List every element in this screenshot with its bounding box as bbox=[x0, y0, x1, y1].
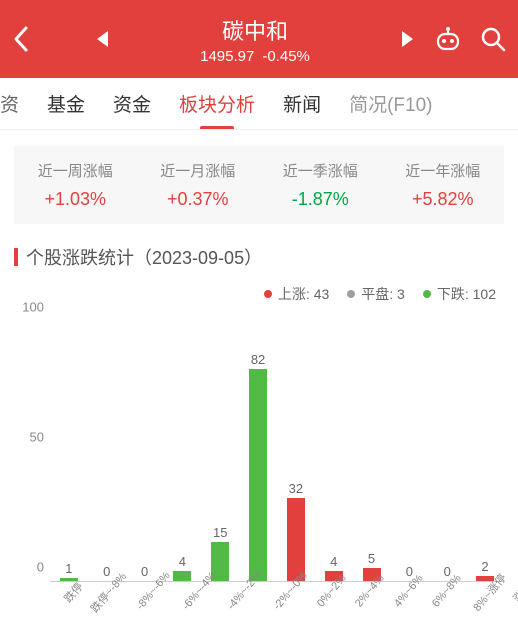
y-tick: 50 bbox=[30, 430, 44, 445]
legend-text: 平盘: 3 bbox=[361, 284, 405, 304]
y-tick: 0 bbox=[37, 560, 44, 575]
tab-板块分析[interactable]: 板块分析 bbox=[165, 78, 269, 130]
bar-slot: 4 bbox=[315, 322, 353, 581]
period-stat: 近一周涨幅 +1.03% bbox=[14, 160, 137, 210]
stat-label: 近一月涨幅 bbox=[160, 160, 235, 181]
bars-container: 100415823245002 bbox=[50, 322, 504, 581]
stat-label: 近一周涨幅 bbox=[38, 160, 113, 181]
legend-dot-icon bbox=[264, 290, 272, 298]
stat-label: 近一年涨幅 bbox=[405, 160, 480, 181]
bar-slot: 32 bbox=[277, 322, 315, 581]
tab-资[interactable]: 资 bbox=[0, 78, 33, 130]
stock-change: -0.45% bbox=[262, 48, 310, 65]
bar-value-label: 4 bbox=[179, 554, 186, 569]
robot-icon[interactable] bbox=[434, 26, 462, 52]
next-icon[interactable] bbox=[400, 29, 416, 49]
tab-资金[interactable]: 资金 bbox=[99, 78, 165, 130]
legend-up: 上涨: 43 bbox=[264, 284, 329, 304]
period-stat: 近一年涨幅 +5.82% bbox=[382, 160, 505, 210]
legend-dot-icon bbox=[423, 290, 431, 298]
stat-value: +1.03% bbox=[44, 189, 106, 210]
chart-legend: 上涨: 43 平盘: 3 下跌: 102 bbox=[0, 278, 518, 308]
stat-label: 近一季涨幅 bbox=[283, 160, 358, 181]
stock-distribution-chart: 050100 100415823245002 跌停跌停~-8%-8%~-6%-6… bbox=[14, 312, 504, 642]
bar-slot: 5 bbox=[353, 322, 391, 581]
bar-slot: 0 bbox=[428, 322, 466, 581]
bar-slot: 4 bbox=[163, 322, 201, 581]
legend-dot-icon bbox=[347, 290, 355, 298]
plot-area: 100415823245002 bbox=[50, 322, 504, 582]
bar-value-label: 15 bbox=[213, 525, 227, 540]
search-icon[interactable] bbox=[480, 26, 506, 52]
section-title: 个股涨跌统计（2023-09-05） bbox=[14, 244, 504, 270]
bar-slot: 2 bbox=[466, 322, 504, 581]
stat-value: +5.82% bbox=[412, 189, 474, 210]
tab-基金[interactable]: 基金 bbox=[33, 78, 99, 130]
tab-简况(F10)[interactable]: 简况(F10) bbox=[335, 78, 446, 130]
legend-text: 上涨: 43 bbox=[278, 284, 329, 304]
legend-down: 下跌: 102 bbox=[423, 284, 496, 304]
bar-slot: 0 bbox=[390, 322, 428, 581]
section-title-text: 个股涨跌统计（2023-09-05） bbox=[26, 244, 262, 270]
y-tick: 100 bbox=[22, 300, 44, 315]
app-header: 碳中和 1495.97 -0.45% bbox=[0, 0, 518, 78]
tab-新闻[interactable]: 新闻 bbox=[269, 78, 335, 130]
bar-value-label: 32 bbox=[289, 481, 303, 496]
tabs-bar: 资基金资金板块分析新闻简况(F10) bbox=[0, 78, 518, 130]
bar-slot: 0 bbox=[88, 322, 126, 581]
bar-value-label: 5 bbox=[368, 551, 375, 566]
stat-value: -1.87% bbox=[292, 189, 349, 210]
bar-value-label: 4 bbox=[330, 554, 337, 569]
bar-value-label: 82 bbox=[251, 352, 265, 367]
bar-slot: 82 bbox=[239, 322, 277, 581]
y-axis: 050100 bbox=[14, 322, 50, 582]
bar-slot: 0 bbox=[126, 322, 164, 581]
legend-text: 下跌: 102 bbox=[437, 284, 496, 304]
x-axis-labels: 跌停跌停~-8%-8%~-6%-6%~-4%-4%~-2%-2%~-0%0%~2… bbox=[50, 582, 504, 642]
bar-slot: 15 bbox=[201, 322, 239, 581]
prev-icon[interactable] bbox=[94, 29, 110, 49]
period-stats: 近一周涨幅 +1.03% 近一月涨幅 +0.37% 近一季涨幅 -1.87% 近一年涨幅 +5… bbox=[14, 146, 504, 224]
bar-slot: 1 bbox=[50, 322, 88, 581]
back-icon[interactable] bbox=[12, 25, 30, 53]
stock-price: 1495.97 bbox=[200, 48, 254, 65]
period-stat: 近一季涨幅 -1.87% bbox=[259, 160, 382, 210]
bar-rect bbox=[249, 369, 267, 581]
legend-flat: 平盘: 3 bbox=[347, 284, 405, 304]
stock-title: 碳中和 bbox=[222, 14, 288, 46]
period-stat: 近一月涨幅 +0.37% bbox=[137, 160, 260, 210]
stat-value: +0.37% bbox=[167, 189, 229, 210]
